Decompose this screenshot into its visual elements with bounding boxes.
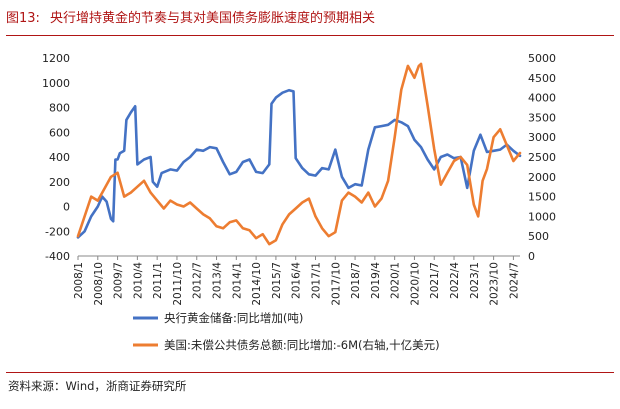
x-tick-label: 2011/1 xyxy=(152,262,164,299)
y-right-tick-label: 0 xyxy=(528,250,535,263)
y-right-tick-label: 4000 xyxy=(528,92,556,105)
x-tick-label: 2008/10 xyxy=(93,262,105,306)
y-right-tick-label: 1500 xyxy=(528,191,556,204)
y-right-tick-label: 2000 xyxy=(528,171,556,184)
source-note: 资料来源：Wind，浙商证券研究所 xyxy=(8,379,187,393)
x-tick-label: 2014/1 xyxy=(231,262,243,299)
x-tick-label: 2022/4 xyxy=(449,262,461,299)
y-left-tick-label: 400 xyxy=(49,151,70,164)
y-left-tick-label: 0 xyxy=(63,201,70,214)
series-line-us-debt xyxy=(76,62,522,246)
y-right-tick-label: 2500 xyxy=(528,151,556,164)
x-tick-label: 2008/1 xyxy=(73,262,85,299)
x-tick-label: 2015/7 xyxy=(271,262,283,299)
x-tick-label: 2013/4 xyxy=(212,262,224,299)
figure-title: 图13: 央行增持黄金的节奏与其对美国债务膨胀速度的预期相关 xyxy=(6,6,614,32)
x-tick-label: 2020/10 xyxy=(409,262,421,306)
x-tick-label: 2018/7 xyxy=(350,262,362,299)
y-left-tick-label: -400 xyxy=(45,250,70,263)
x-tick-label: 2014/10 xyxy=(251,262,263,306)
title-rule xyxy=(6,35,614,36)
x-tick-label: 2010/4 xyxy=(132,262,144,299)
x-tick-label: 2009/7 xyxy=(113,262,125,299)
y-left-tick-label: 1200 xyxy=(42,52,70,65)
y-right-tick-label: 500 xyxy=(528,230,549,243)
x-tick-label: 2023/10 xyxy=(489,262,501,306)
x-tick-label: 2021/7 xyxy=(429,262,441,299)
x-tick-label: 2017/10 xyxy=(330,262,342,306)
x-tick-label: 2016/4 xyxy=(291,262,303,299)
y-right-tick-label: 5000 xyxy=(528,52,556,65)
figure-title-text: 央行增持黄金的节奏与其对美国债务膨胀速度的预期相关 xyxy=(49,11,375,26)
figure-number: 图13: xyxy=(6,11,40,26)
x-tick-label: 2011/10 xyxy=(172,262,184,306)
legend-label-gold-reserves: 央行黄金储备:同比增加(吨) xyxy=(164,311,303,325)
x-tick-label: 2023/1 xyxy=(469,262,481,299)
x-tick-label: 2017/1 xyxy=(310,262,322,299)
y-left-tick-label: -200 xyxy=(45,225,70,238)
y-left-tick-label: 1000 xyxy=(42,77,70,90)
legend-label-us-debt: 美国:未偿公共债务总额:同比增加:-6M(右轴,十亿美元) xyxy=(164,338,440,352)
x-tick-label: 2020/1 xyxy=(390,262,402,299)
y-right-tick-label: 4500 xyxy=(528,72,556,85)
x-tick-label: 2019/4 xyxy=(370,262,382,299)
x-tick-label: 2024/7 xyxy=(508,262,520,299)
y-right-tick-label: 3500 xyxy=(528,111,556,124)
y-right-tick-label: 3000 xyxy=(528,131,556,144)
y-right-tick-label: 1000 xyxy=(528,210,556,223)
x-tick-label: 2012/7 xyxy=(192,262,204,299)
y-left-tick-label: 200 xyxy=(49,176,70,189)
footer-rule xyxy=(6,372,614,373)
y-left-tick-label: 800 xyxy=(49,102,70,115)
line-chart: -400 -200 0 200 400 600 800 1000 1200 0 500 1000 150… xyxy=(42,52,556,352)
y-left-tick-label: 600 xyxy=(49,126,70,139)
